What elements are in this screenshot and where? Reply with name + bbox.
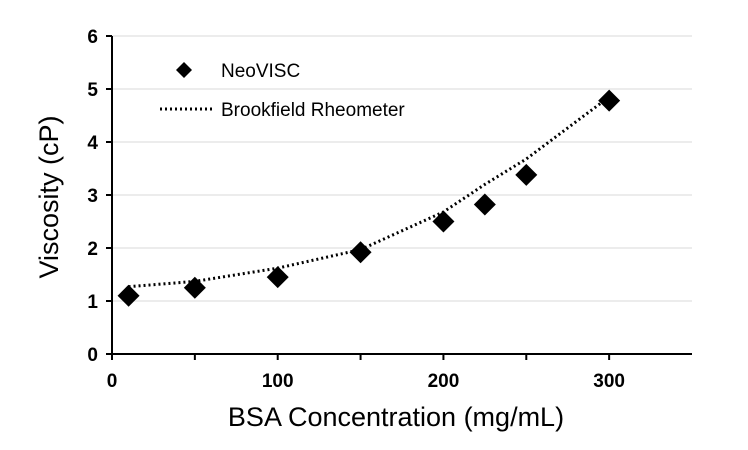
y-tick-label-0: 0 <box>87 345 98 366</box>
legend-neovisc-marker <box>176 62 192 78</box>
y-tick-label-1: 1 <box>87 292 98 313</box>
neovisc-point-225 <box>473 193 496 216</box>
x-tick-label-100: 100 <box>262 371 294 392</box>
neovisc-point-50 <box>183 276 206 299</box>
y-axis-label: Viscosity (cP) <box>34 115 64 278</box>
neovisc-point-150 <box>349 241 372 264</box>
y-tick-label-5: 5 <box>87 80 98 101</box>
neovisc-point-200 <box>432 210 455 233</box>
brookfield-line <box>128 95 611 289</box>
y-tick-label-3: 3 <box>87 186 98 207</box>
legend-neovisc-label: NeoVISC <box>221 61 300 82</box>
brookfield-series <box>128 95 611 289</box>
legend: NeoVISC Brookfield Rheometer <box>160 61 405 121</box>
neovisc-series <box>117 89 621 307</box>
neovisc-point-10 <box>117 284 140 307</box>
neovisc-point-300 <box>598 89 621 112</box>
legend-brookfield-label: Brookfield Rheometer <box>221 100 405 121</box>
neovisc-point-250 <box>515 163 538 186</box>
x-axis-label: BSA Concentration (mg/mL) <box>228 402 564 432</box>
tick-labels: 0 1 2 3 4 5 6 0 100 200 300 <box>87 27 625 392</box>
y-tick-label-6: 6 <box>87 27 98 48</box>
gridlines <box>112 35 692 302</box>
x-tick-label-200: 200 <box>428 371 460 392</box>
x-tick-label-300: 300 <box>593 371 625 392</box>
y-tick-label-2: 2 <box>87 239 98 260</box>
neovisc-point-100 <box>266 266 289 289</box>
axes <box>106 35 692 360</box>
y-tick-label-4: 4 <box>87 133 98 154</box>
x-tick-label-0: 0 <box>107 371 118 392</box>
